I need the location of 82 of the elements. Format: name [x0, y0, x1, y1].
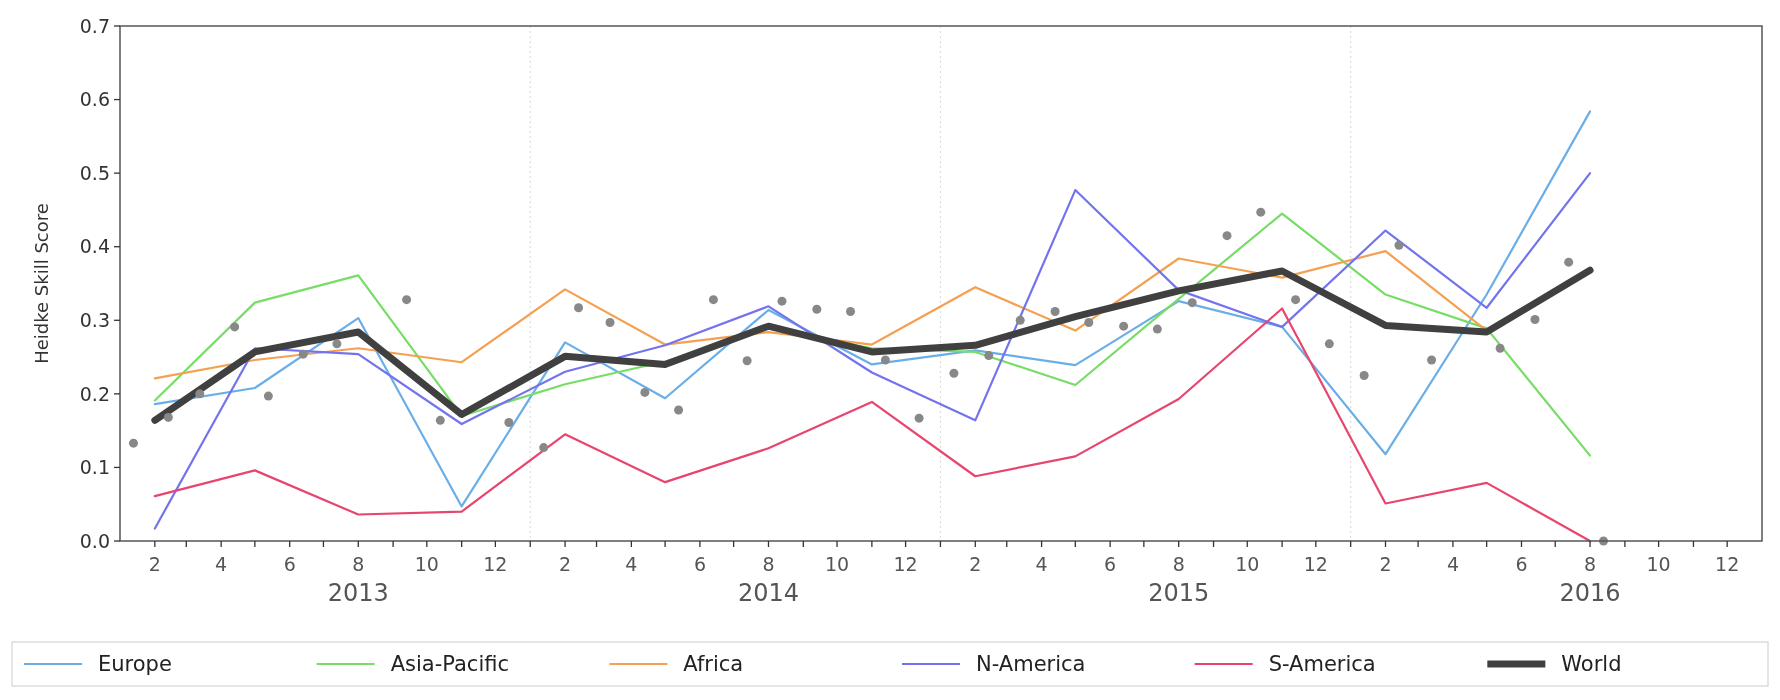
x-tick-label: 12 [483, 553, 508, 575]
y-tick-label: 0.0 [79, 529, 110, 552]
x-tick-label: 6 [1104, 553, 1117, 575]
point [1394, 240, 1404, 250]
legend-label: S-America [1268, 652, 1376, 677]
point [949, 368, 959, 378]
point [1530, 315, 1540, 325]
point [914, 413, 924, 423]
y-tick-label: 0.1 [79, 456, 110, 479]
x-tick-label: 8 2014 [737, 553, 800, 607]
point [812, 304, 822, 314]
point [332, 339, 342, 349]
x-tick-label: 2 [559, 553, 572, 575]
point [984, 351, 994, 361]
point [605, 317, 615, 327]
point [1015, 315, 1025, 325]
legend-label: Europe [98, 652, 172, 677]
x-tick-label: 6 [283, 553, 296, 575]
point [1495, 343, 1505, 353]
point [846, 306, 856, 316]
point [1564, 257, 1574, 267]
point [230, 322, 240, 332]
x-tick-label: 10 [1646, 553, 1671, 575]
y-tick-label: 0.6 [79, 88, 110, 111]
x-tick-label: 12 [893, 553, 918, 575]
point [1050, 306, 1060, 316]
point [163, 412, 173, 422]
x-tick-label: 2 [148, 553, 161, 575]
x-tick-label: 4 [625, 553, 638, 575]
line-series [153, 172, 1592, 530]
x-tick-label: 2 [969, 553, 982, 575]
y-tick-label: 0.4 [79, 235, 110, 258]
x-tick-label: 10 [1235, 553, 1260, 575]
x-tick-label: 6 [1515, 553, 1528, 575]
point [574, 303, 584, 313]
x-tick-label: 8 2015 [1148, 553, 1210, 607]
point [640, 387, 650, 397]
x-tick-label: 8 2016 [1559, 553, 1621, 607]
x-tick-label: 12 [1303, 553, 1328, 575]
point [504, 418, 514, 428]
y-tick-label: 0.3 [79, 308, 110, 331]
x-tick-label: 4 [1035, 553, 1048, 575]
point [777, 296, 787, 306]
point [128, 438, 138, 448]
point [1256, 207, 1266, 217]
x-tick-label: 4 [215, 553, 228, 575]
legend-label: N-America [976, 652, 1086, 677]
point [402, 295, 412, 305]
point [1324, 339, 1334, 349]
legend-label: Asia-Pacific [390, 652, 510, 677]
x-tick-label: 8 2013 [327, 553, 389, 607]
point [1291, 295, 1301, 305]
point [1222, 231, 1232, 241]
x-tick-label: 10 [414, 553, 439, 575]
point [1427, 355, 1437, 365]
point [880, 355, 890, 365]
y-tick-label: 0.7 [79, 14, 110, 37]
x-tick-label: 2 [1379, 553, 1392, 575]
point [1152, 324, 1162, 334]
line-series [153, 307, 1592, 543]
point [298, 349, 308, 359]
y-tick-label: 0.5 [79, 161, 110, 184]
point [263, 391, 273, 401]
x-tick-label: 6 [693, 553, 706, 575]
legend-label: Africa [683, 652, 744, 677]
x-tick-label: 10 [824, 553, 850, 575]
point [435, 415, 445, 425]
point [1187, 298, 1197, 308]
point [674, 405, 684, 415]
point [708, 295, 718, 305]
point [1359, 370, 1369, 380]
point [539, 443, 549, 453]
y-axis-title: Heidke Skill Score [31, 203, 52, 364]
point [195, 389, 205, 399]
y-tick-label: 0.2 [79, 382, 110, 405]
legend-label: World [1561, 652, 1622, 677]
x-tick-label: 4 [1446, 553, 1459, 575]
x-tick-label: 12 [1715, 553, 1740, 575]
line-series [153, 110, 1592, 508]
point [1119, 321, 1129, 331]
point [742, 356, 752, 366]
point [1084, 317, 1094, 327]
